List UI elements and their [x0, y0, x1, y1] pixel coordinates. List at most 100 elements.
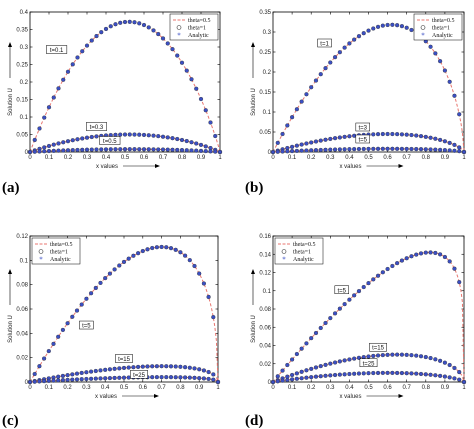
- data-point: [423, 134, 428, 139]
- y-axis-label: Solution U: [8, 315, 14, 343]
- data-point: [332, 136, 338, 141]
- data-point: [156, 31, 161, 37]
- x-tick-label: 0.4: [102, 155, 111, 161]
- data-point: [194, 148, 199, 153]
- data-point: [347, 371, 352, 377]
- data-point: [352, 356, 357, 361]
- data-point: [347, 297, 352, 302]
- data-point: [304, 341, 309, 346]
- data-point: [418, 354, 424, 359]
- data-point: [192, 375, 197, 380]
- data-point: [457, 280, 462, 285]
- data-point: [46, 378, 51, 383]
- data-point: [165, 41, 170, 46]
- data-point: [192, 263, 197, 269]
- data-point: [165, 135, 170, 140]
- data-point: [280, 368, 285, 373]
- data-point: [309, 375, 314, 380]
- data-point: [428, 250, 433, 255]
- legend-swatch-star: *: [421, 32, 425, 40]
- data-point: [203, 108, 208, 113]
- data-point: [75, 55, 80, 60]
- data-point: [70, 372, 75, 377]
- x-tick-label: 0: [271, 155, 275, 161]
- x-tick-label: 0.5: [121, 155, 130, 161]
- data-point: [290, 148, 295, 154]
- data-point: [385, 131, 390, 137]
- data-point: [93, 368, 98, 374]
- data-point: [290, 144, 295, 149]
- data-point: [187, 258, 192, 263]
- legend-entry: theta=1: [432, 26, 450, 32]
- data-point: [414, 146, 419, 152]
- data-point: [418, 251, 424, 256]
- data-point: [151, 147, 156, 152]
- data-point: [342, 45, 347, 50]
- data-point: [285, 362, 290, 368]
- y-tick-label: 0.1: [263, 110, 272, 116]
- data-point: [108, 24, 113, 29]
- y-tick-label: 0.3: [263, 30, 272, 36]
- data-point: [447, 375, 452, 380]
- y-tick-label: 0.02: [16, 356, 28, 362]
- y-tick-label: 0.05: [259, 130, 271, 136]
- data-point: [285, 123, 290, 128]
- data-point: [121, 375, 127, 380]
- data-point: [375, 132, 381, 137]
- data-point: [108, 147, 113, 152]
- data-point: [399, 132, 405, 137]
- data-point: [457, 149, 462, 154]
- data-point: [70, 148, 75, 153]
- data-point: [414, 371, 419, 376]
- data-point: [299, 99, 304, 104]
- data-point: [395, 23, 400, 28]
- data-point: [201, 281, 206, 286]
- data-point: [168, 364, 174, 369]
- legend-swatch-star: *: [177, 32, 181, 40]
- y-tick-label: 0.04: [16, 331, 28, 337]
- y-tick-label: 0: [25, 150, 29, 156]
- data-point: [88, 291, 94, 296]
- legend-box: [31, 237, 81, 265]
- data-point: [414, 252, 419, 257]
- data-point: [294, 371, 299, 376]
- y-tick-label: 0.16: [259, 234, 271, 240]
- data-point: [118, 20, 123, 25]
- data-point: [299, 376, 304, 381]
- data-point: [60, 327, 65, 333]
- data-point: [285, 149, 290, 154]
- x-axis-arrowhead: [398, 164, 404, 168]
- data-point: [137, 21, 142, 26]
- data-point: [42, 115, 47, 120]
- x-tick-label: 0.9: [441, 155, 450, 161]
- data-point: [452, 148, 457, 153]
- data-point: [304, 368, 309, 373]
- data-point: [428, 44, 433, 49]
- curve-label-box: [359, 358, 378, 367]
- data-point: [74, 377, 80, 382]
- data-point: [375, 370, 381, 376]
- data-point: [122, 132, 128, 137]
- data-point: [366, 146, 371, 152]
- y-tick-label: 0: [268, 150, 272, 156]
- data-point: [309, 336, 314, 341]
- data-point: [332, 372, 338, 378]
- data-point: [117, 366, 122, 371]
- data-point: [280, 378, 285, 383]
- data-point: [342, 358, 347, 363]
- data-point: [183, 365, 188, 370]
- data-point: [294, 107, 299, 112]
- data-point: [194, 141, 199, 146]
- data-point: [371, 146, 376, 151]
- data-point: [452, 376, 457, 381]
- data-point: [215, 379, 221, 385]
- data-point: [304, 375, 309, 380]
- data-point: [194, 86, 199, 91]
- curve-label-box: [334, 285, 349, 294]
- data-point: [418, 134, 424, 139]
- data-point: [409, 146, 414, 152]
- data-point: [414, 353, 419, 358]
- data-point: [187, 365, 192, 370]
- data-point: [46, 148, 52, 154]
- data-point: [170, 147, 175, 152]
